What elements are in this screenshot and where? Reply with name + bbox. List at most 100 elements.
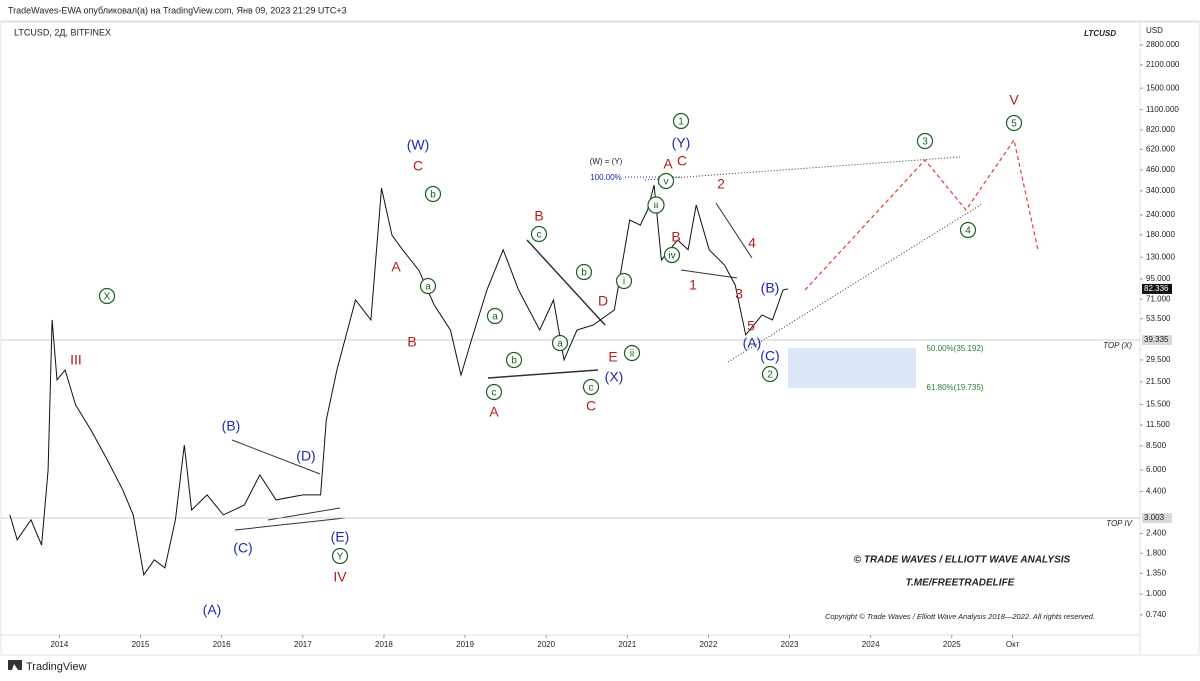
y-tick-label: 29.500 xyxy=(1146,355,1171,364)
wave-label: 5 xyxy=(1011,119,1017,130)
wave-label: 1 xyxy=(678,117,684,128)
x-tick-label: 2024 xyxy=(862,640,880,649)
wave-circle xyxy=(582,378,600,396)
y-tick-label: 130.000 xyxy=(1146,252,1175,261)
wave-label: 61.80%(19.735) xyxy=(927,383,984,392)
trend-line xyxy=(526,239,606,326)
wave-label: c xyxy=(589,383,594,394)
level-price-box xyxy=(1142,335,1172,346)
x-tick-label: 2021 xyxy=(618,640,636,649)
wave-label: 3 xyxy=(922,137,928,148)
y-tick-label: 8.500 xyxy=(1146,441,1167,450)
wave-label: 5 xyxy=(747,318,755,334)
x-tick-label: 2023 xyxy=(781,640,799,649)
wave-label: (E) xyxy=(331,529,350,545)
wave-label: (B) xyxy=(761,280,780,296)
header: TradeWaves-EWA опубликовал(а) на Trading… xyxy=(8,5,347,15)
y-tick-label: 820.000 xyxy=(1146,125,1175,134)
price-line xyxy=(9,184,789,577)
trend-line xyxy=(644,156,961,181)
wave-label: 1 xyxy=(689,277,697,293)
y-tick-label: 620.000 xyxy=(1146,144,1175,153)
y-tick-label: 1100.000 xyxy=(1146,105,1179,114)
y-tick-label: 1.350 xyxy=(1146,568,1167,577)
wave-label: A xyxy=(489,404,499,420)
wave-label: ii xyxy=(630,349,634,360)
wave-circle xyxy=(959,221,977,239)
y-tick-label: 240.000 xyxy=(1146,210,1175,219)
wave-label: C xyxy=(586,398,596,414)
wave-circle xyxy=(485,383,503,401)
x-tick-label: 2016 xyxy=(213,640,231,649)
chart-title: LTCUSD, 2Д, BITFINEX xyxy=(14,27,111,37)
wave-circle xyxy=(647,196,665,214)
trend-line xyxy=(680,269,738,279)
wave-circle xyxy=(916,132,934,150)
wave-circle xyxy=(505,351,523,369)
level-price-box xyxy=(1142,512,1172,523)
wave-label: b xyxy=(511,356,517,367)
wave-label: (A) xyxy=(203,602,222,618)
wave-label: IV xyxy=(333,569,347,585)
y-tick-label: 53.500 xyxy=(1146,314,1171,323)
wave-label: iii xyxy=(653,201,659,210)
wave-label: Y xyxy=(337,552,344,563)
wave-label: 100.00% xyxy=(590,173,622,182)
symbol-label: LTCUSD xyxy=(1084,29,1116,38)
wave-label: i xyxy=(623,277,625,288)
wave-circle xyxy=(761,365,779,383)
wave-circle xyxy=(530,225,548,243)
target-zone xyxy=(788,348,916,388)
wave-circle xyxy=(615,272,633,290)
wave-circle xyxy=(551,334,569,352)
credit: Copyright © Trade Waves / Elliott Wave A… xyxy=(825,612,1095,621)
level-price: 3.003 xyxy=(1144,513,1165,522)
y-tick-label: 180.000 xyxy=(1146,230,1175,239)
wave-label: c xyxy=(492,388,497,399)
wave-label: (Y) xyxy=(672,135,691,151)
wave-label: III xyxy=(70,352,82,368)
footer: TradingView xyxy=(26,661,87,673)
trend-line xyxy=(727,203,983,363)
wave-label: 2 xyxy=(717,176,725,192)
trend-lines xyxy=(231,156,983,531)
wave-label: E xyxy=(608,349,617,365)
wave-label: c xyxy=(537,230,542,241)
wave-label: (B) xyxy=(222,418,241,434)
trend-line xyxy=(234,517,346,531)
y-tick-label: 6.000 xyxy=(1146,465,1167,474)
chart-frame xyxy=(0,21,1200,656)
last-price-box xyxy=(1142,283,1172,294)
y-tick-label: 95.000 xyxy=(1146,274,1171,283)
wave-label: X xyxy=(104,292,111,303)
logo xyxy=(8,660,22,670)
wave-label: 4 xyxy=(965,226,971,237)
y-tick-label: 21.500 xyxy=(1146,377,1171,386)
wave-circle xyxy=(657,172,675,190)
trend-line xyxy=(715,202,753,259)
wave-label: a xyxy=(557,339,563,350)
y-tick-label: 15.500 xyxy=(1146,400,1171,409)
x-tick-label: 2014 xyxy=(51,640,69,649)
x-tick-label: 2025 xyxy=(943,640,961,649)
trend-line xyxy=(231,439,321,475)
trend-line xyxy=(487,369,599,379)
wave-label: a xyxy=(425,282,431,293)
wave-circle xyxy=(623,344,641,362)
wave-circle xyxy=(331,547,349,565)
level-price: 39.335 xyxy=(1144,335,1169,344)
wave-label: iv xyxy=(668,251,675,262)
wave-label: a xyxy=(492,312,498,323)
wave-circle xyxy=(419,277,437,295)
y-tick-label: 1.800 xyxy=(1146,548,1167,557)
wave-circle xyxy=(663,246,681,264)
y-tick-label: 0.740 xyxy=(1146,610,1167,619)
wave-label: A xyxy=(663,156,673,172)
y-tick-label: 460.000 xyxy=(1146,165,1175,174)
wave-circle xyxy=(98,287,116,305)
wave-label: (C) xyxy=(760,348,779,364)
wave-label: V xyxy=(1009,92,1019,108)
wave-label: 4 xyxy=(748,235,756,251)
currency-label: USD xyxy=(1146,26,1163,35)
wave-label: 3 xyxy=(735,286,743,302)
